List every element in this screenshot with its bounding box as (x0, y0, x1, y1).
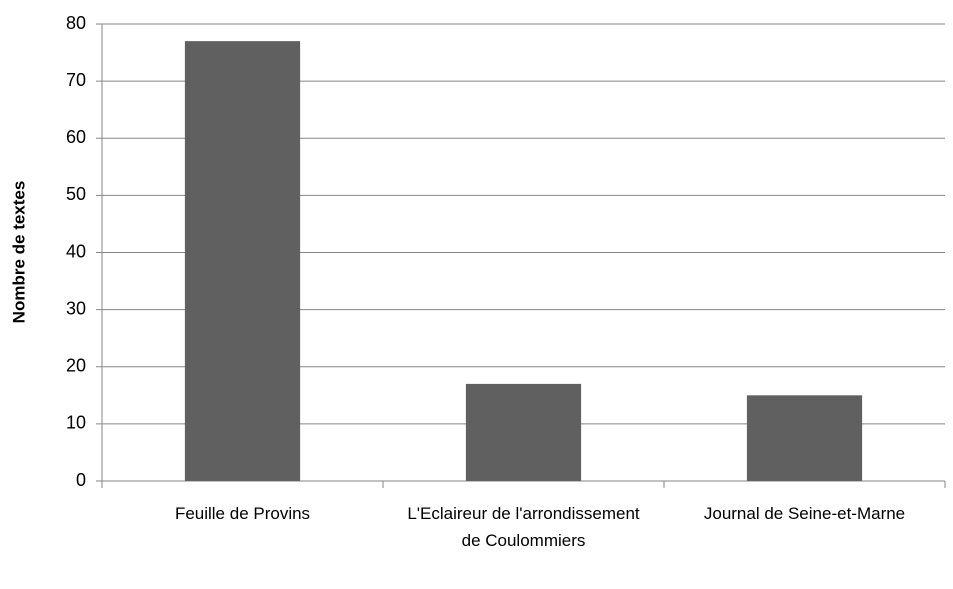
y-tick-label: 40 (66, 241, 86, 261)
y-tick-label: 0 (76, 470, 86, 490)
bar (184, 41, 301, 481)
y-tick-label: 10 (66, 413, 86, 433)
y-tick-label: 20 (66, 356, 86, 376)
y-tick-label: 30 (66, 298, 86, 318)
bar (465, 383, 582, 481)
x-tick-label: L'Eclaireur de l'arrondissement de Coulo… (407, 504, 640, 550)
y-tick-label: 50 (66, 184, 86, 204)
x-tick-label: Feuille de Provins (174, 504, 311, 523)
y-tick-label: 70 (66, 70, 86, 90)
y-tick-label: 60 (66, 127, 86, 147)
y-tick-label: 80 (66, 13, 86, 33)
bar (746, 395, 863, 481)
x-tick-label: Journal de Seine-et-Marne (703, 504, 906, 523)
y-axis-label: Nombre de textes (9, 181, 28, 324)
